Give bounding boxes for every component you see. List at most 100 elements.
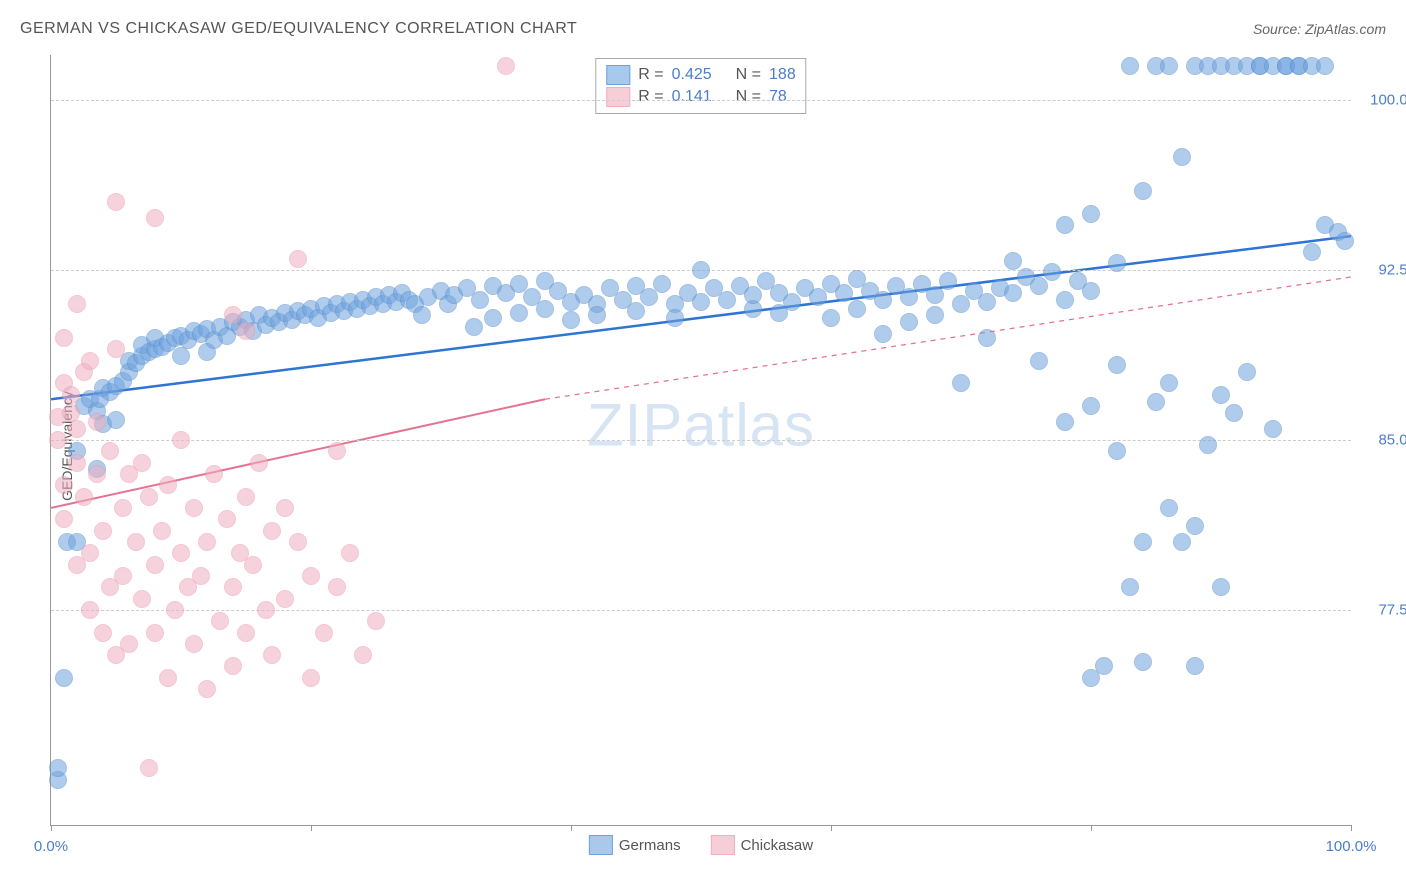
data-point (237, 322, 255, 340)
data-point (328, 578, 346, 596)
gridline (51, 100, 1351, 101)
data-point (81, 544, 99, 562)
data-point (1186, 657, 1204, 675)
data-point (81, 352, 99, 370)
data-point (172, 544, 190, 562)
data-point (81, 601, 99, 619)
data-point (1030, 352, 1048, 370)
data-point (978, 329, 996, 347)
data-point (1336, 232, 1354, 250)
data-point (237, 488, 255, 506)
data-point (1186, 517, 1204, 535)
data-point (1082, 205, 1100, 223)
data-point (952, 295, 970, 313)
data-point (341, 544, 359, 562)
data-point (562, 311, 580, 329)
data-point (1082, 282, 1100, 300)
data-point (848, 300, 866, 318)
data-point (666, 309, 684, 327)
data-point (1056, 291, 1074, 309)
data-point (107, 411, 125, 429)
data-point (640, 288, 658, 306)
data-point (978, 293, 996, 311)
data-point (1147, 393, 1165, 411)
data-point (1173, 148, 1191, 166)
data-point (198, 533, 216, 551)
data-point (127, 533, 145, 551)
data-point (68, 420, 86, 438)
data-point (159, 669, 177, 687)
data-point (146, 624, 164, 642)
data-point (55, 510, 73, 528)
data-point (133, 454, 151, 472)
data-point (1134, 653, 1152, 671)
chart-header: GERMAN VS CHICKASAW GED/EQUIVALENCY CORR… (20, 20, 1386, 38)
data-point (1056, 413, 1074, 431)
data-point (413, 306, 431, 324)
data-point (224, 578, 242, 596)
data-point (49, 759, 67, 777)
data-point (244, 556, 262, 574)
legend-item-germans: Germans (589, 835, 681, 855)
data-point (159, 476, 177, 494)
x-tick-label: 0.0% (34, 838, 68, 855)
data-point (1264, 420, 1282, 438)
data-point (55, 476, 73, 494)
data-point (1238, 363, 1256, 381)
data-point (101, 442, 119, 460)
data-point (224, 657, 242, 675)
data-point (88, 413, 106, 431)
data-point (367, 612, 385, 630)
data-point (68, 295, 86, 313)
data-point (1030, 277, 1048, 295)
data-point (465, 318, 483, 336)
data-point (692, 261, 710, 279)
data-point (653, 275, 671, 293)
data-point (218, 510, 236, 528)
plot-area: ZIPatlas R = 0.425 N = 188 R = 0.141 N =… (50, 55, 1351, 826)
data-point (276, 499, 294, 517)
data-point (263, 646, 281, 664)
legend-label-germans: Germans (619, 837, 681, 854)
watermark-atlas: atlas (683, 391, 815, 458)
data-point (744, 286, 762, 304)
data-point (471, 291, 489, 309)
x-tick-mark (51, 825, 52, 831)
data-point (926, 306, 944, 324)
data-point (1004, 284, 1022, 302)
data-point (926, 286, 944, 304)
data-point (1160, 57, 1178, 75)
data-point (140, 488, 158, 506)
data-point (94, 522, 112, 540)
y-tick-label: 77.5% (1361, 601, 1406, 618)
legend-row-chickasaw: R = 0.141 N = 78 (606, 87, 795, 107)
x-tick-mark (571, 825, 572, 831)
data-point (692, 293, 710, 311)
x-tick-mark (311, 825, 312, 831)
r-value-chickasaw: 0.141 (672, 88, 712, 106)
data-point (1082, 397, 1100, 415)
data-point (146, 556, 164, 574)
swatch-germans (606, 65, 630, 85)
data-point (328, 442, 346, 460)
data-point (1160, 499, 1178, 517)
legend-row-germans: R = 0.425 N = 188 (606, 65, 795, 85)
data-point (354, 646, 372, 664)
data-point (211, 612, 229, 630)
data-point (250, 454, 268, 472)
data-point (718, 291, 736, 309)
y-tick-label: 85.0% (1361, 432, 1406, 449)
swatch-chickasaw (606, 87, 630, 107)
data-point (1095, 657, 1113, 675)
legend-series: Germans Chickasaw (589, 835, 813, 855)
data-point (257, 601, 275, 619)
data-point (484, 309, 502, 327)
data-point (497, 57, 515, 75)
swatch-germans (589, 835, 613, 855)
data-point (172, 347, 190, 365)
data-point (302, 567, 320, 585)
data-point (192, 567, 210, 585)
data-point (315, 624, 333, 642)
y-tick-label: 92.5% (1361, 262, 1406, 279)
data-point (1108, 254, 1126, 272)
